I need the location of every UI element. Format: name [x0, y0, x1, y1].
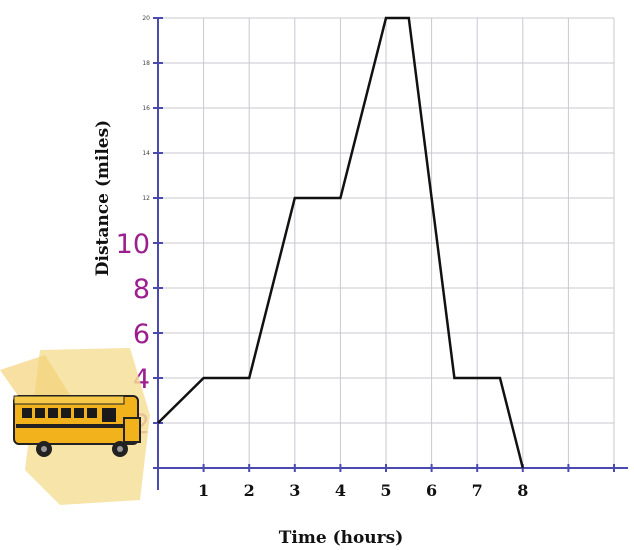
school-bus-icon [0, 348, 150, 505]
y-tick-label: 12 [142, 195, 150, 202]
chart-grid [157, 17, 615, 469]
x-tick-label: 6 [426, 481, 437, 500]
x-axis-label: Time (hours) [279, 528, 404, 548]
y-axis-label: Distance (miles) [93, 120, 113, 276]
y-tick-label: 20 [142, 15, 150, 22]
y-tick-label: 6 [133, 319, 150, 350]
x-tick-labels: 1 2 3 4 5 6 7 8 [198, 481, 528, 500]
x-tick-label: 1 [198, 481, 209, 500]
x-tick-label: 4 [335, 481, 346, 500]
x-tick-label: 2 [244, 481, 255, 500]
y-tick-label: 16 [142, 105, 150, 112]
y-tick-label: 14 [142, 150, 150, 157]
distance-line [157, 16, 525, 469]
y-tick-label: 10 [116, 229, 150, 260]
x-tick-label: 7 [472, 481, 483, 500]
y-tick-label: 8 [133, 274, 150, 305]
x-tick-label: 5 [380, 481, 391, 500]
x-tick-label: 3 [289, 481, 300, 500]
series-group [157, 16, 525, 469]
x-tick-label: 8 [517, 481, 528, 500]
chart-axes [153, 17, 628, 490]
y-tick-label: 18 [142, 60, 150, 67]
